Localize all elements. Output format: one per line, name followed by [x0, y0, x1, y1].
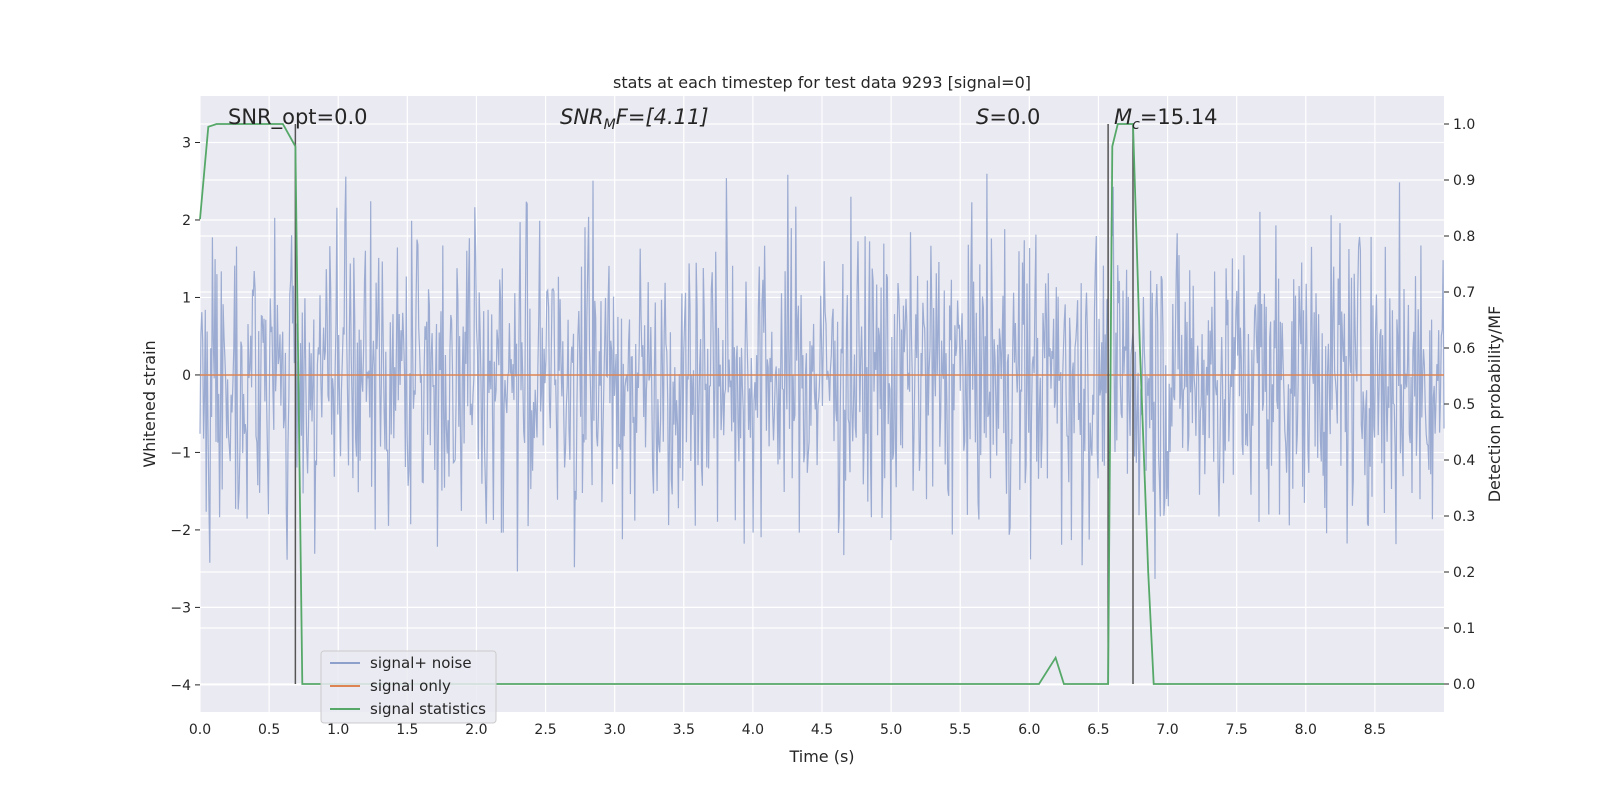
x-axis: 0.0 0.5 1.0 1.5 2.0 2.5 3.0 3.5 4.0 4.5 5.0 5.5 6.0 6…: [189, 722, 1386, 738]
annotation-mc: Mc=15.14: [1114, 105, 1218, 133]
y2-tick-label: 0.3: [1453, 509, 1475, 525]
y-tick-label: 1: [182, 290, 191, 306]
x-tick-label: 2.0: [465, 722, 487, 738]
x-tick-label: 0.0: [189, 722, 211, 738]
x-tick-label: 0.5: [258, 722, 280, 738]
y-axis-right: 1.0 0.9 0.8 0.7 0.6 0.5 0.4 0.3 0.2 0.1 0.0: [1444, 117, 1475, 693]
y-tick-label: 2: [182, 213, 191, 229]
chart-title: stats at each timestep for test data 929…: [613, 73, 1031, 92]
x-tick-label: 3.5: [673, 722, 695, 738]
x-tick-label: 5.5: [949, 722, 971, 738]
y2-axis-label: Detection probability/MF: [1485, 306, 1504, 503]
y-tick-label: −1: [170, 445, 191, 461]
legend-label-signal-only: signal only: [370, 677, 451, 695]
series-signal-statistics: [199, 123, 1444, 685]
x-tick-label: 3.0: [604, 722, 626, 738]
legend: signal+ noise signal only signal statist…: [320, 650, 497, 724]
x-tick-label: 6.0: [1018, 722, 1040, 738]
legend-label-signal-statistics: signal statistics: [370, 700, 486, 718]
annotation-s: S=0.0: [976, 105, 1040, 129]
y-axis-label: Whitened strain: [140, 340, 159, 467]
legend-box: [320, 650, 497, 724]
annotation-snr-opt: SNR_opt=0.0: [228, 105, 368, 130]
y2-tick-label: 0.0: [1453, 677, 1475, 693]
x-tick-label: 4.5: [811, 722, 833, 738]
annotation-snr-mf: SNRMF=[4.11]: [560, 105, 709, 133]
y-tick-label: 0: [182, 368, 191, 384]
y-tick-label: 3: [182, 135, 191, 151]
x-axis-label: Time (s): [788, 747, 854, 766]
series-layer: [199, 123, 1445, 685]
x-tick-label: 7.0: [1156, 722, 1178, 738]
y2-tick-label: 0.1: [1453, 621, 1475, 637]
y2-tick-label: 0.9: [1453, 173, 1475, 189]
y2-tick-label: 0.5: [1453, 397, 1475, 413]
y2-tick-label: 1.0: [1453, 117, 1475, 133]
y-tick-label: −4: [170, 678, 191, 694]
y2-tick-label: 0.4: [1453, 453, 1475, 469]
x-tick-label: 1.0: [327, 722, 349, 738]
y2-tick-label: 0.2: [1453, 565, 1475, 581]
y-axis-left: 3 2 1 0 −1 −2 −3 −4: [170, 135, 200, 694]
x-tick-label: 2.5: [534, 722, 556, 738]
x-tick-label: 6.5: [1087, 722, 1109, 738]
x-tick-label: 5.0: [880, 722, 902, 738]
legend-label-signal-noise: signal+ noise: [370, 654, 472, 672]
y2-tick-label: 0.7: [1453, 285, 1475, 301]
x-tick-label: 8.0: [1295, 722, 1317, 738]
x-tick-label: 1.5: [396, 722, 418, 738]
y2-tick-label: 0.6: [1453, 341, 1475, 357]
x-tick-label: 7.5: [1226, 722, 1248, 738]
y-tick-label: −3: [170, 600, 191, 616]
x-tick-label: 4.0: [742, 722, 764, 738]
y-tick-label: −2: [170, 523, 191, 539]
y2-tick-label: 0.8: [1453, 229, 1475, 245]
x-tick-label: 8.5: [1364, 722, 1386, 738]
